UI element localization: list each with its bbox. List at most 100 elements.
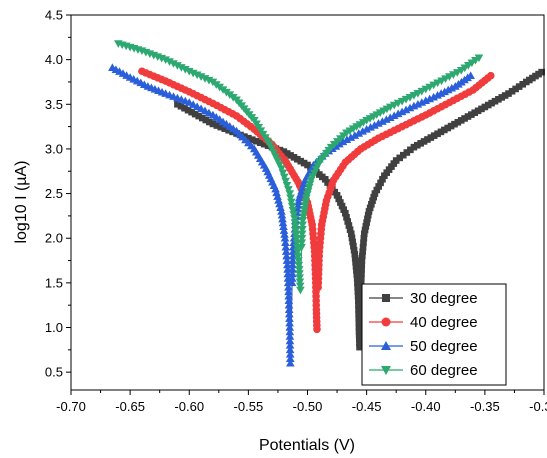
data-point (361, 226, 369, 234)
data-point (279, 226, 289, 234)
y-tick-label: 1.5 (45, 275, 63, 290)
data-point (353, 267, 360, 274)
data-point (283, 150, 291, 157)
x-tick-label: -0.65 (115, 399, 145, 414)
data-point (389, 111, 399, 120)
data-point (508, 87, 516, 95)
data-point (291, 231, 301, 239)
data-point (284, 186, 293, 194)
data-point (355, 324, 363, 331)
series-4 (114, 40, 484, 295)
data-point (289, 211, 299, 219)
data-point (277, 210, 287, 219)
data-point (399, 151, 407, 159)
data-point (288, 260, 298, 269)
data-point (437, 128, 445, 136)
data-point (491, 97, 499, 105)
data-point (351, 255, 359, 262)
data-point (424, 136, 431, 143)
data-point (279, 222, 288, 231)
data-point (285, 345, 295, 354)
data-point (375, 183, 382, 190)
data-point (281, 238, 290, 246)
data-point (354, 279, 361, 287)
data-point (457, 117, 465, 124)
x-tick-label: -0.40 (411, 399, 441, 414)
y-tick-label: 4.5 (45, 8, 63, 23)
data-point (272, 188, 281, 197)
y-tick-label: 2.0 (45, 231, 63, 246)
data-point (300, 205, 309, 214)
data-point (294, 257, 303, 265)
data-point (161, 56, 170, 64)
data-point (352, 263, 360, 270)
legend-marker (381, 341, 391, 350)
data-point (265, 141, 274, 149)
data-point (401, 105, 411, 114)
data-point (338, 202, 346, 210)
data-point (342, 135, 352, 144)
data-point (286, 194, 295, 203)
data-point (252, 137, 260, 145)
data-point (447, 122, 455, 130)
data-point (356, 339, 363, 347)
data-point (355, 306, 362, 313)
data-point (343, 214, 350, 221)
data-point (285, 354, 295, 363)
x-tick-label: -0.55 (234, 399, 264, 414)
data-point (285, 323, 295, 331)
data-point (177, 102, 185, 110)
data-point (285, 318, 294, 327)
data-point (181, 66, 190, 74)
data-point (356, 343, 363, 351)
legend-marker (382, 294, 390, 302)
data-point (362, 124, 371, 133)
data-point (288, 265, 297, 273)
data-point (295, 270, 304, 278)
data-point (295, 282, 305, 291)
data-point (345, 222, 353, 229)
data-point (267, 145, 276, 153)
x-tick-label: -0.70 (56, 399, 86, 414)
data-point (461, 115, 468, 122)
data-point (225, 126, 232, 134)
data-point (286, 358, 295, 367)
data-point (350, 246, 358, 254)
data-point (294, 261, 304, 270)
data-point (277, 165, 286, 173)
data-point (353, 275, 361, 282)
data-point (371, 190, 379, 197)
x-tick-label: -0.60 (174, 399, 204, 414)
data-point (202, 116, 210, 124)
data-point (471, 109, 479, 117)
data-point (350, 242, 357, 250)
data-point (358, 252, 366, 260)
data-point (217, 123, 225, 131)
data-point (284, 300, 294, 309)
data-point (498, 94, 506, 101)
data-point (357, 279, 365, 287)
data-point (269, 149, 278, 157)
data-point (282, 181, 292, 190)
data-point (287, 202, 297, 211)
data-point (300, 202, 310, 210)
legend-label: 30 degree (410, 290, 478, 307)
data-point (288, 206, 298, 215)
data-point (273, 192, 282, 200)
data-point (474, 107, 482, 115)
data-point (441, 126, 448, 134)
data-point (331, 142, 341, 150)
data-point (191, 110, 199, 118)
data-point (297, 230, 307, 239)
data-point (337, 199, 344, 206)
data-point (515, 83, 523, 90)
data-point (280, 230, 289, 238)
x-tick-label: -0.45 (352, 399, 382, 414)
data-point (373, 186, 381, 194)
data-point (348, 234, 356, 242)
data-point (355, 332, 363, 339)
data-point (434, 130, 441, 138)
data-point (355, 297, 362, 305)
series-layer (108, 40, 545, 367)
data-point (410, 143, 418, 151)
